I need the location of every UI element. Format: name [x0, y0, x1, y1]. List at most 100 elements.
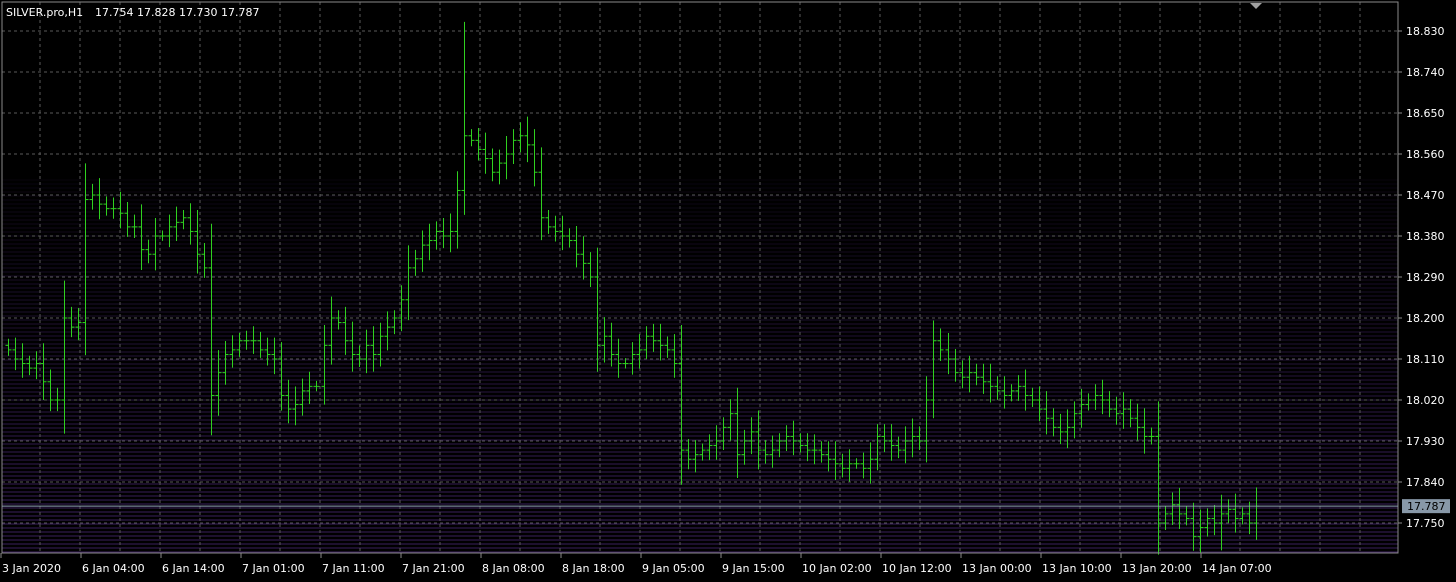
ohlc-bar [615, 338, 622, 378]
ohlc-bar [475, 128, 482, 161]
ohlc-bar [40, 343, 47, 401]
ohlc-bar [587, 252, 594, 288]
ohlc-bar [229, 335, 236, 368]
ohlc-bar [1085, 393, 1092, 411]
ohlc-bar [1092, 384, 1099, 411]
ohlc-bar [496, 149, 503, 185]
ohlc-bar [173, 206, 180, 242]
ohlc-bar [874, 424, 881, 471]
ohlc-bar [243, 330, 250, 350]
ohlc-bar [980, 363, 987, 394]
time-axis: 3 Jan 2020 6 Jan 04:00 6 Jan 14:00 7 Jan 01… [0, 553, 1272, 575]
x-tick-label: 14 Jan 07:00 [1202, 562, 1272, 575]
ohlc-bar [524, 116, 531, 163]
ohlc-bar [1134, 403, 1141, 441]
x-tick-label: 7 Jan 11:00 [322, 562, 385, 575]
ohlc-bar [1211, 505, 1218, 536]
ohlc-bar [608, 322, 615, 367]
ohlc-bar [152, 218, 159, 271]
ohlc-bar [33, 351, 40, 380]
ohlc-bar [832, 441, 839, 480]
ohlc-bar [482, 132, 489, 174]
ohlc-bar [811, 434, 818, 465]
ohlc-bar [706, 434, 713, 461]
ohlc-bar [250, 326, 257, 354]
ohlc-bar [264, 337, 271, 366]
y-tick-label: 18.740 [1406, 66, 1445, 79]
current-price-tag: 17.787 [1407, 500, 1446, 513]
ohlc-bar [363, 329, 370, 374]
ohlc-bar [461, 21, 468, 215]
ohlc-bar [398, 285, 405, 332]
ohlc-bar [426, 223, 433, 261]
x-tick-label: 9 Jan 05:00 [642, 562, 705, 575]
ohlc-bar [937, 328, 944, 361]
ohlc-bar [208, 223, 215, 436]
ohlc-bar [285, 379, 292, 424]
ohlc-bar [685, 438, 692, 470]
y-tick-label: 18.110 [1406, 353, 1445, 366]
ohlc-bar [419, 230, 426, 272]
ohlc-bar [923, 376, 930, 463]
ohlc-bar [790, 420, 797, 456]
x-tick-label: 8 Jan 18:00 [562, 562, 625, 575]
x-tick-label: 8 Jan 08:00 [482, 562, 545, 575]
ohlc-bar [1036, 386, 1043, 422]
ohlc-bar [89, 183, 96, 210]
ohlc-bar [902, 426, 909, 464]
ohlc-bar [215, 350, 222, 416]
ohlc-bar [54, 387, 61, 412]
ohlc-bar [370, 326, 377, 372]
ohlc-bar [839, 453, 846, 478]
ohlc-bar [47, 369, 54, 412]
x-tick-label: 9 Jan 15:00 [722, 562, 785, 575]
y-tick-label: 17.750 [1406, 517, 1445, 530]
ohlc-bar [762, 440, 769, 464]
ohlc-bar [1218, 494, 1225, 551]
ohlc-readout: 17.754 17.828 17.730 17.787 [95, 6, 259, 19]
ohlc-bar [321, 325, 328, 405]
ohlc-bar [622, 358, 629, 369]
ohlc-bar [328, 296, 335, 365]
ohlc-bar [454, 171, 461, 249]
ohlc-bar [629, 342, 636, 375]
ohlc-bar [503, 136, 510, 180]
ohlc-bar [412, 249, 419, 276]
ohlc-bar [888, 424, 895, 461]
ohlc-bar [68, 306, 75, 338]
ohlc-bar [664, 336, 671, 358]
ohlc-bar [1204, 508, 1211, 537]
y-tick-label: 18.290 [1406, 271, 1445, 284]
ohlc-bar [1232, 493, 1239, 533]
ohlc-bar [356, 345, 363, 367]
ohlc-bar [1057, 413, 1064, 444]
ohlc-bar [1162, 506, 1169, 530]
symbol-label: SILVER.pro,H1 [6, 6, 83, 19]
x-tick-label: 3 Jan 2020 [2, 562, 61, 575]
ohlc-bar [1176, 487, 1183, 530]
ohlc-bar [1239, 507, 1246, 525]
ohlc-bar [846, 449, 853, 482]
ohlc-bar [313, 380, 320, 392]
ohlc-bar [222, 341, 229, 385]
ohlc-bar [776, 433, 783, 458]
x-tick-label: 6 Jan 14:00 [162, 562, 225, 575]
ohlc-bar [468, 129, 475, 147]
ohlc-bar [117, 191, 124, 229]
x-tick-label: 7 Jan 01:00 [242, 562, 305, 575]
ohlc-bar [636, 334, 643, 369]
ohlc-bar [1225, 499, 1232, 523]
ohlc-bar [1071, 401, 1078, 439]
ohlc-bar [138, 204, 145, 270]
ohlc-bar [804, 433, 811, 462]
chart-shift-marker[interactable] [1250, 3, 1262, 9]
ohlc-bar [194, 210, 201, 274]
ohlc-bar [867, 442, 874, 484]
ohlc-bar [1099, 379, 1106, 415]
x-tick-label: 13 Jan 20:00 [1122, 562, 1192, 575]
ohlc-bar [110, 197, 117, 219]
ohlc-bar [82, 163, 89, 356]
ohlc-bar [552, 215, 559, 242]
ohlc-bar [573, 225, 580, 268]
